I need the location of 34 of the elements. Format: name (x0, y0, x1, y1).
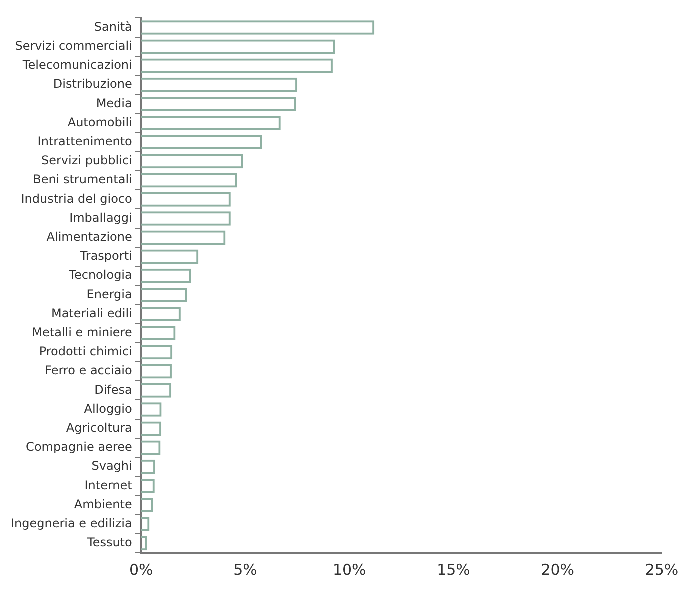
y-tick-label: Materiali edili (51, 306, 132, 320)
y-tick-label: Energia (86, 287, 132, 302)
y-tick-label: Intrattenimento (38, 134, 132, 148)
y-tick-label: Alimentazione (46, 230, 132, 244)
y-tick-label: Tecnologia (68, 268, 132, 282)
x-tick-label: 25% (645, 560, 679, 579)
y-tick-label: Media (96, 96, 132, 110)
y-tick-label: Internet (84, 478, 133, 492)
y-tick-label: Tessuto (86, 536, 132, 550)
y-tick-label: Alloggio (84, 402, 132, 416)
x-tick-label: 5% (234, 560, 258, 579)
y-tick-label: Trasporti (79, 249, 132, 264)
x-tick-label: 10% (332, 560, 366, 579)
x-tick-label: 15% (437, 560, 470, 579)
y-tick-label: Industria del gioco (21, 192, 132, 206)
y-tick-label: Imballaggi (70, 210, 132, 225)
x-tick-label: 0% (129, 560, 154, 579)
y-tick-label: Agricoltura (66, 420, 132, 435)
y-tick-label: Ferro e acciaio (45, 364, 132, 378)
y-tick-label: Sanità (94, 20, 132, 34)
y-tick-label: Metalli e miniere (32, 325, 132, 340)
y-tick-label: Ingegneria e edilizia (10, 516, 132, 530)
y-tick-label: Ambiente (74, 497, 132, 512)
y-tick-label: Difesa (94, 382, 132, 397)
y-tick-label: Telecomunicazioni (22, 58, 132, 72)
y-tick-label: Beni strumentali (33, 172, 132, 187)
x-tick-label: 20% (541, 560, 575, 579)
y-tick-label: Compagnie aeree (26, 440, 132, 454)
y-tick-label: Servizi pubblici (41, 154, 132, 168)
y-tick-label: Automobili (68, 115, 132, 130)
y-tick-label: Svaghi (92, 459, 132, 474)
y-tick-label: Distribuzione (53, 77, 132, 92)
y-tick-label: Prodotti chimici (39, 344, 132, 359)
y-tick-label: Servizi commerciali (15, 38, 132, 53)
